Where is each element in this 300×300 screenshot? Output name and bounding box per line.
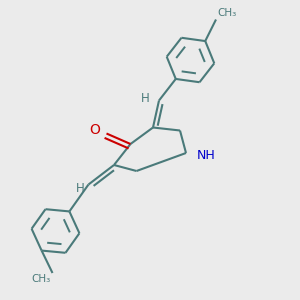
Text: H: H: [76, 182, 85, 195]
Text: CH₃: CH₃: [218, 8, 237, 18]
Text: NH: NH: [196, 149, 215, 162]
Text: CH₃: CH₃: [32, 274, 51, 284]
Text: H: H: [141, 92, 150, 106]
Text: O: O: [89, 123, 100, 137]
